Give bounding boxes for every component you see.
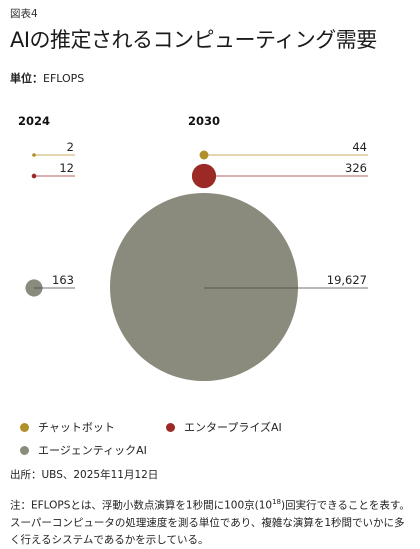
unit-key: 単位： (10, 72, 43, 85)
legend-item-agentic: エージェンティックAI (20, 442, 147, 458)
footnote-exponent: 18 (272, 498, 282, 506)
value-label-agentic-2024: 163 (52, 273, 74, 287)
year-label-2024: 2024 (18, 114, 50, 128)
footnote: 注：EFLOPSとは、浮動小数点演算を1秒間に100京(1018)回実行できるこ… (10, 494, 412, 549)
bubble-agentic-2030 (110, 193, 298, 381)
source-text: 出所：UBS、2025年11月12日 (10, 469, 159, 481)
value-label-chatbot-2024: 2 (67, 140, 74, 154)
unit-label: 単位：EFLOPS (10, 70, 84, 86)
legend-label-enterprise: エンタープライズAI (184, 421, 282, 434)
legend-label-agentic: エージェンティックAI (38, 444, 147, 457)
value-label-enterprise-2030: 326 (345, 161, 367, 175)
value-label-agentic-2030: 19,627 (327, 273, 367, 287)
legend-item-chatbot: チャットボット (20, 419, 115, 435)
legend-label-chatbot: チャットボット (38, 421, 115, 434)
legend-swatch-agentic (20, 445, 29, 455)
value-label-chatbot-2030: 44 (352, 140, 367, 154)
year-label-2030: 2030 (188, 114, 220, 128)
unit-value: EFLOPS (43, 72, 85, 85)
chart-title: AIの推定されるコンピューティング需要 (10, 28, 377, 52)
figure-label: 図表4 (10, 8, 38, 20)
legend-swatch-enterprise (166, 422, 175, 432)
footnote-part-2: )回実行できることを表す。スーパーコンピュータの処理速度を測る単位であり、複雑な… (10, 499, 410, 546)
footnote-part-1: 注：EFLOPSとは、浮動小数点演算を1秒間に100京(10 (10, 499, 273, 512)
legend-swatch-chatbot (20, 422, 29, 432)
value-label-enterprise-2024: 12 (59, 161, 74, 175)
legend-item-enterprise: エンタープライズAI (166, 419, 282, 435)
